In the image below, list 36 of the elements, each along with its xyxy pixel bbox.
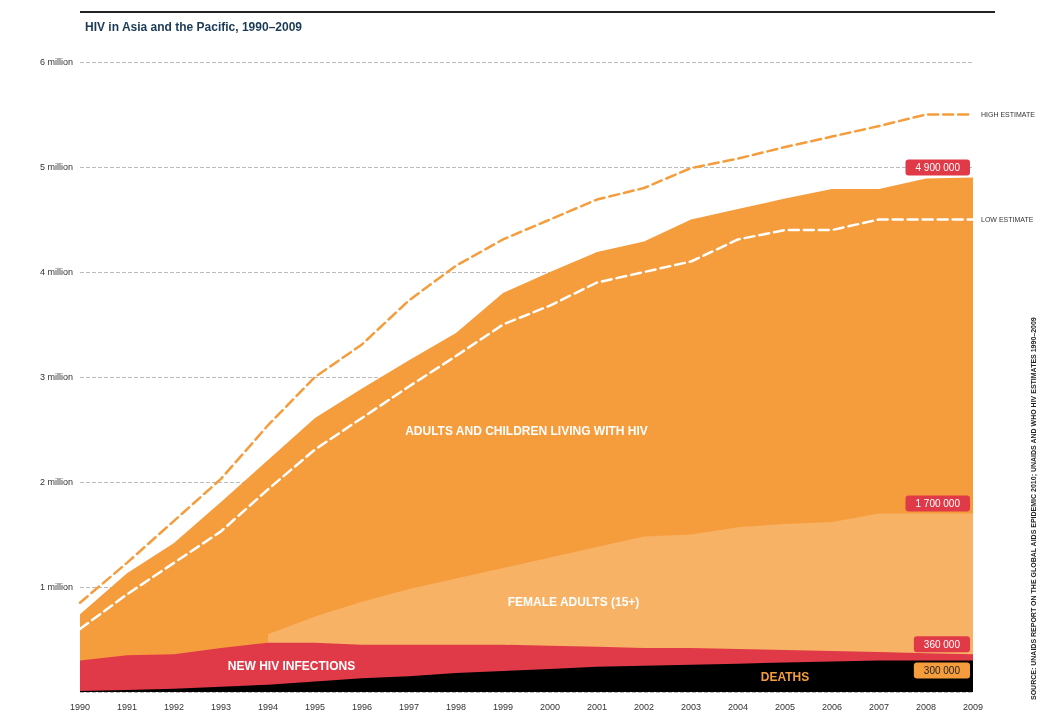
x-tick-label: 1998 xyxy=(445,701,467,712)
x-tick-label: 1992 xyxy=(163,701,185,712)
y-tick-label: 1 million xyxy=(40,582,74,592)
data-label: 300 000 xyxy=(923,665,961,676)
x-tick-label: 2007 xyxy=(868,701,890,712)
data-label: 4 900 000 xyxy=(915,162,961,173)
x-tick-label: 2001 xyxy=(586,701,608,712)
x-tick-label: 2002 xyxy=(633,701,655,712)
x-tick-label: 1990 xyxy=(69,701,91,712)
x-tick-label: 2009 xyxy=(962,701,984,712)
x-tick-label: 1991 xyxy=(116,701,138,712)
series-label: DEATHS xyxy=(760,670,810,685)
y-tick-label: 5 million xyxy=(40,162,74,172)
data-label: 1 700 000 xyxy=(915,498,961,509)
data-label: 360 000 xyxy=(923,638,961,650)
x-tick-label: 2003 xyxy=(680,701,702,712)
x-tick-label: 1997 xyxy=(398,701,420,712)
x-tick-label: 1996 xyxy=(351,701,373,712)
x-tick-label: 2006 xyxy=(821,701,843,712)
x-tick-label: 1993 xyxy=(210,701,232,712)
x-tick-label: 2005 xyxy=(774,701,796,712)
y-tick-label: 6 million xyxy=(40,57,74,67)
x-tick-label: 1999 xyxy=(492,701,514,712)
chart-title: HIV in Asia and the Pacific, 1990–2009 xyxy=(85,20,303,34)
line-series xyxy=(78,218,975,631)
series-label: ADULTS AND CHILDREN LIVING WITH HIV xyxy=(405,423,648,438)
x-tick-label: 1995 xyxy=(304,701,326,712)
y-tick-label: 4 million xyxy=(40,267,74,277)
y-tick-label: 2 million xyxy=(40,477,74,487)
x-tick-label: 2000 xyxy=(539,701,561,712)
x-tick-label: 2008 xyxy=(915,701,937,712)
series-label: FEMALE ADULTS (15+) xyxy=(507,594,640,609)
x-tick-label: 1994 xyxy=(257,701,279,712)
y-tick-label: 3 million xyxy=(40,372,74,382)
x-tick-label: 2004 xyxy=(727,701,749,712)
series-label: NEW HIV INFECTIONS xyxy=(227,658,356,673)
